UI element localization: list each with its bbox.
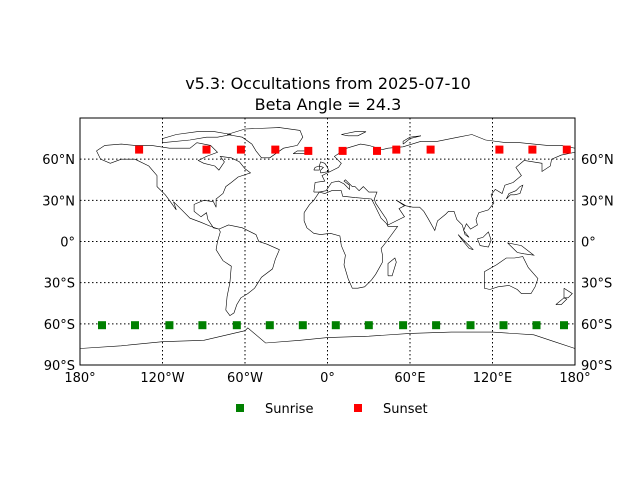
coastline-path bbox=[563, 287, 573, 299]
y-tick-label-left: 0° bbox=[60, 236, 75, 251]
sunset-marker bbox=[562, 145, 571, 154]
sunrise-marker bbox=[298, 321, 307, 330]
gridlines bbox=[80, 118, 575, 365]
sunrise-marker bbox=[265, 321, 274, 330]
sunrise-marker bbox=[466, 321, 475, 330]
coastline-path bbox=[313, 165, 320, 171]
y-tick-label-left: 30°S bbox=[44, 277, 75, 292]
sunset-marker bbox=[338, 146, 347, 155]
coastline-path bbox=[555, 297, 568, 305]
chart-subtitle: Beta Angle = 24.3 bbox=[255, 95, 402, 114]
coastline-path bbox=[341, 131, 367, 137]
chart-title: v5.3: Occultations from 2025-07-10 bbox=[185, 74, 471, 93]
x-tick-label: 60°W bbox=[227, 371, 263, 386]
x-tick-label: 0° bbox=[320, 371, 335, 386]
coastline-map bbox=[79, 127, 576, 349]
coastline-path bbox=[79, 327, 576, 349]
y-tick-label-right: 0° bbox=[581, 236, 596, 251]
tick-labels: 180° 120°W 60°W 0° 60°E 120°E 180°90°S 90°S60°S… bbox=[42, 153, 614, 386]
legend-sunrise-swatch bbox=[236, 404, 244, 412]
sunrise-marker bbox=[532, 321, 541, 330]
map-frame bbox=[79, 117, 576, 366]
sunset-marker bbox=[304, 146, 313, 155]
coastline-path bbox=[96, 142, 252, 230]
coastline-path bbox=[387, 257, 397, 277]
legend: Sunrise Sunset bbox=[236, 402, 428, 417]
sunrise-marker bbox=[499, 321, 508, 330]
y-tick-label-left: 60°N bbox=[42, 153, 75, 168]
x-tick-label: 120°E bbox=[473, 371, 513, 386]
y-tick-label-left: 60°S bbox=[44, 318, 75, 333]
legend-sunrise-label: Sunrise bbox=[265, 402, 313, 417]
coastline-path bbox=[506, 184, 524, 200]
y-tick-label-right: 60°N bbox=[581, 153, 614, 168]
sunset-marker bbox=[373, 146, 381, 155]
y-tick-label-right: 30°N bbox=[581, 194, 614, 209]
coastline-path bbox=[303, 190, 399, 289]
y-tick-label-left: 90°S bbox=[44, 359, 75, 374]
y-tick-label-left: 30°N bbox=[42, 194, 75, 209]
coastline-path bbox=[318, 161, 330, 174]
sunset-marker bbox=[528, 145, 537, 154]
sunrise-marker bbox=[399, 321, 408, 330]
sunrise-marker bbox=[364, 321, 373, 330]
occultation-markers bbox=[98, 145, 571, 330]
coastline-path bbox=[484, 256, 539, 294]
sunset-marker bbox=[271, 145, 280, 154]
y-tick-label-right: 30°S bbox=[581, 277, 612, 292]
coastline-path bbox=[402, 135, 422, 145]
sunset-marker bbox=[392, 145, 401, 154]
sunrise-marker bbox=[165, 321, 174, 330]
coastline-path bbox=[227, 127, 304, 159]
x-tick-label: 120°W bbox=[140, 371, 184, 386]
coastline-path bbox=[215, 224, 280, 317]
sunset-marker bbox=[202, 145, 211, 154]
sunrise-marker bbox=[432, 321, 441, 330]
sunrise-marker bbox=[232, 321, 241, 330]
sunset-marker bbox=[495, 145, 504, 154]
y-tick-label-right: 90°S bbox=[581, 359, 612, 374]
sunrise-marker bbox=[560, 321, 568, 330]
legend-sunset-swatch bbox=[354, 404, 362, 412]
sunrise-marker bbox=[331, 321, 340, 330]
coastline-path bbox=[477, 231, 492, 248]
sunset-marker bbox=[426, 145, 435, 154]
x-tick-label: 180° bbox=[559, 371, 590, 386]
coastline-path bbox=[313, 134, 576, 238]
sunrise-marker bbox=[98, 321, 106, 330]
coastline-path bbox=[162, 131, 232, 143]
coastline-path bbox=[507, 242, 535, 256]
x-tick-label: 60°E bbox=[394, 371, 425, 386]
y-tick-label-right: 60°S bbox=[581, 318, 612, 333]
sunrise-marker bbox=[198, 321, 207, 330]
sunrise-marker bbox=[131, 321, 139, 330]
sunset-marker bbox=[236, 145, 245, 154]
legend-sunset-label: Sunset bbox=[383, 402, 428, 417]
sunset-marker bbox=[135, 145, 144, 154]
x-tick-label: 180° bbox=[64, 371, 95, 386]
coastline-path bbox=[457, 234, 474, 250]
